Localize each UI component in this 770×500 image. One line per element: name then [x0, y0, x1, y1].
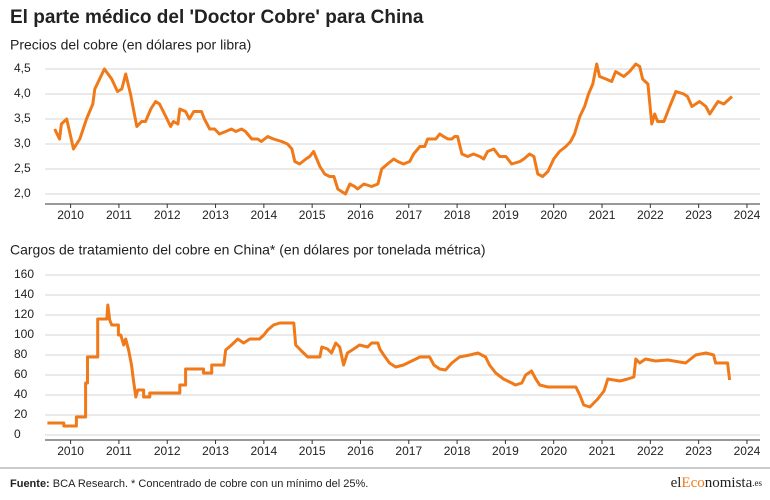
price-line — [53, 62, 734, 196]
price-line — [47, 303, 732, 428]
y-tick-label: 80 — [14, 347, 28, 361]
x-tick-label: 2023 — [685, 444, 712, 458]
source-label: Fuente: — [10, 478, 50, 490]
x-tick-label: 2010 — [57, 444, 84, 458]
x-tick-label: 2016 — [347, 444, 374, 458]
x-tick-label: 2021 — [589, 208, 616, 222]
source: Fuente: BCA Research. * Concentrado de c… — [10, 478, 368, 490]
x-tick-label: 2024 — [734, 208, 761, 222]
x-tick-label: 2015 — [299, 208, 326, 222]
x-tick-label: 2024 — [734, 444, 761, 458]
y-tick-label: 3,0 — [14, 136, 31, 150]
logo-part: el — [671, 475, 682, 491]
logo-part: Eco — [681, 475, 704, 491]
y-tick-label: 4,5 — [14, 61, 31, 75]
x-tick-label: 2012 — [154, 444, 181, 458]
x-tick-label: 2022 — [637, 208, 664, 222]
y-tick-label: 60 — [14, 367, 28, 381]
x-tick-label: 2021 — [589, 444, 616, 458]
chart-subtitle: Cargos de tratamiento del cobre en China… — [10, 242, 486, 258]
logo-part: nomista — [705, 475, 753, 491]
y-tick-label: 4,0 — [14, 86, 31, 100]
x-tick-label: 2014 — [250, 208, 277, 222]
chart-title: El parte médico del 'Doctor Cobre' para … — [10, 7, 424, 28]
y-tick-label: 140 — [14, 287, 34, 301]
logo-part: .es — [752, 478, 762, 488]
x-tick-label: 2017 — [395, 208, 422, 222]
chart-subtitle: Precios del cobre (en dólares por libra) — [10, 37, 251, 53]
y-tick-label: 20 — [14, 407, 28, 421]
x-tick-label: 2020 — [540, 208, 567, 222]
y-tick-label: 2,0 — [14, 186, 31, 200]
y-tick-label: 3,5 — [14, 111, 31, 125]
y-tick-label: 2,5 — [14, 161, 31, 175]
y-tick-label: 120 — [14, 307, 34, 321]
x-tick-label: 2012 — [154, 208, 181, 222]
x-tick-label: 2020 — [540, 444, 567, 458]
logo: elEconomista.es — [671, 475, 763, 491]
x-tick-label: 2011 — [106, 444, 132, 458]
source-text: BCA Research. * Concentrado de cobre con… — [53, 478, 369, 490]
x-tick-label: 2022 — [637, 444, 664, 458]
x-tick-label: 2013 — [202, 208, 229, 222]
y-tick-label: 100 — [14, 327, 34, 341]
x-tick-label: 2023 — [685, 208, 712, 222]
x-tick-label: 2011 — [106, 208, 132, 222]
x-tick-label: 2010 — [57, 208, 84, 222]
x-tick-label: 2014 — [250, 444, 277, 458]
y-tick-label: 160 — [14, 267, 34, 281]
x-tick-label: 2013 — [202, 444, 229, 458]
x-tick-label: 2019 — [492, 208, 519, 222]
y-tick-label: 40 — [14, 387, 28, 401]
x-tick-label: 2017 — [395, 444, 422, 458]
x-tick-label: 2018 — [444, 208, 471, 222]
y-tick-label: 0 — [14, 427, 21, 441]
x-tick-label: 2019 — [492, 444, 519, 458]
x-tick-label: 2015 — [299, 444, 326, 458]
x-tick-label: 2016 — [347, 208, 374, 222]
x-tick-label: 2018 — [444, 444, 471, 458]
